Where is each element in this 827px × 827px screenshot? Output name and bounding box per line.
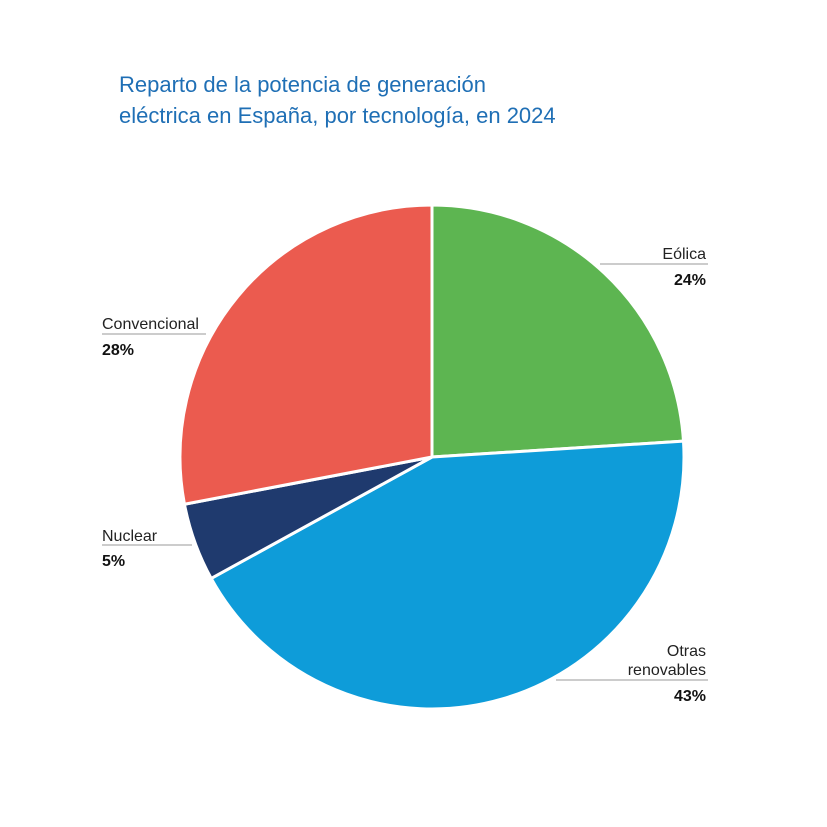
chart-title-line-1: Reparto de la potencia de generación (119, 72, 486, 97)
slice-value-eolica: 24% (674, 272, 706, 289)
slice-label-otras-renovables: renovables (628, 662, 706, 679)
slice-label-nuclear: Nuclear (102, 528, 158, 545)
slice-label-eolica: Eólica (662, 246, 706, 263)
chart-title-line-2: eléctrica en España, por tecnología, en … (119, 103, 556, 128)
slice-value-otras-renovables: 43% (674, 688, 706, 705)
pie-slice-eolica (430, 203, 685, 459)
pie-slice-convencional (178, 203, 434, 506)
pie-slice-otras-renovables (209, 439, 686, 711)
chart-title: Reparto de la potencia de generación elé… (119, 69, 739, 131)
slice-value-convencional: 28% (102, 342, 134, 359)
slice-label-otras-renovables: Otras (667, 643, 706, 660)
slice-value-nuclear: 5% (102, 553, 125, 570)
slice-label-convencional: Convencional (102, 316, 199, 333)
